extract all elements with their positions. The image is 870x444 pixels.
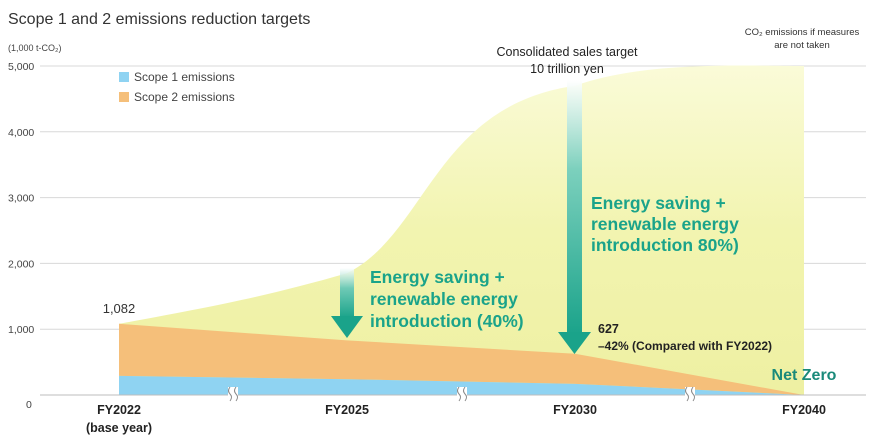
axis-break-1	[228, 386, 238, 402]
chart-title: Scope 1 and 2 emissions reduction target…	[8, 11, 310, 28]
y-tick-label: 5,000	[8, 61, 34, 73]
y-tick-label: 1,000	[8, 324, 34, 336]
bau-label-line2: are not taken	[774, 40, 829, 51]
legend-label-scope2: Scope 2 emissions	[134, 90, 235, 104]
bau-area	[119, 65, 804, 395]
x-tick-label: FY2022	[97, 403, 141, 417]
saving-40-line3: introduction (40%)	[370, 311, 524, 331]
saving-80-line3: introduction 80%)	[591, 235, 739, 255]
x-tick-label: FY2025	[325, 403, 369, 417]
saving-40-line1: Energy saving +	[370, 267, 505, 287]
net-zero-label: Net Zero	[772, 367, 837, 384]
sales-target-line2: 10 trillion yen	[530, 62, 604, 76]
legend-swatch-scope1	[119, 72, 129, 82]
saving-80-text: Energy saving + renewable energy introdu…	[591, 193, 739, 255]
legend-label-scope1: Scope 1 emissions	[134, 70, 235, 84]
saving-80-line2: renewable energy	[591, 214, 739, 234]
scope1-area	[119, 375, 804, 395]
axis-break-2	[457, 386, 467, 402]
start-value-label: 1,082	[103, 301, 136, 316]
saving-40-text: Energy saving + renewable energy introdu…	[370, 267, 524, 331]
legend: Scope 1 emissions Scope 2 emissions	[119, 70, 235, 104]
saving-40-line2: renewable energy	[370, 289, 518, 309]
axis-break-3	[685, 386, 695, 402]
fy2030-reduction-label: –42% (Compared with FY2022)	[598, 339, 772, 353]
y-tick-label: 2,000	[8, 258, 34, 270]
fy2030-value-label: 627	[598, 322, 619, 336]
x-tick-sublabel: (base year)	[86, 421, 152, 435]
y-tick-label: 4,000	[8, 127, 34, 139]
scope2-area	[119, 323, 804, 395]
y-axis-ticks: 0 1,000 2,000 3,000 4,000 5,000	[8, 61, 34, 411]
legend-swatch-scope2	[119, 92, 129, 102]
x-axis-labels: FY2022 (base year) FY2025 FY2030 FY2040	[86, 403, 826, 435]
reduction-arrow-40	[331, 268, 363, 338]
bau-label-line1: CO₂ emissions if measures	[745, 27, 860, 38]
sales-target-line1: Consolidated sales target	[496, 45, 638, 59]
reduction-arrow-80	[558, 80, 591, 354]
x-tick-label: FY2040	[782, 403, 826, 417]
y-tick-label: 0	[26, 399, 32, 411]
x-tick-label: FY2030	[553, 403, 597, 417]
y-unit-label: (1,000 t-CO₂)	[8, 43, 62, 53]
y-tick-label: 3,000	[8, 193, 34, 205]
saving-80-line1: Energy saving +	[591, 193, 726, 213]
